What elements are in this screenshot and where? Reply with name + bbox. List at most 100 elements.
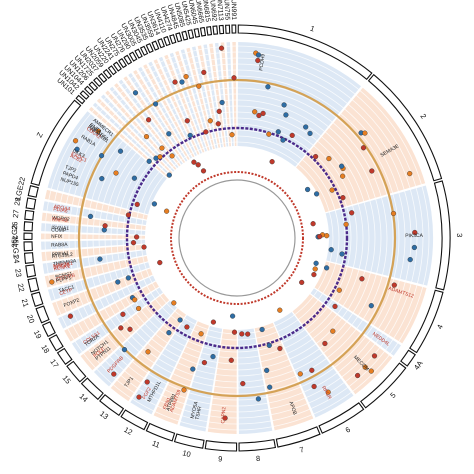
point-2 [305,186,311,193]
point-un3535 [187,132,193,139]
ideogram-un6665 [199,26,207,37]
point-2 [362,130,368,136]
point-2 [314,191,320,197]
point-un2241 [132,90,139,96]
point-un3614 [172,79,178,85]
chr-label-4a: 4A [412,359,425,372]
point-2 [340,195,346,201]
gene-label-apob: APOB [287,401,297,417]
gene-label-tacc1: TACC1 [58,284,75,294]
ideogram-21 [30,291,44,308]
ideogram-un7113 [218,24,225,35]
point-13 [145,349,151,355]
point-3 [324,233,330,239]
chr-label-12: 12 [122,425,134,437]
ideogram-un4110 [163,35,171,47]
gene-label-atg16l2: ATG16L2 [52,252,74,260]
chr-label-un6815: UN6815 [201,0,211,23]
point-3 [412,229,418,236]
ideogram-7 [275,426,321,448]
ideogram-un755 [225,24,231,34]
point-1 [255,57,261,64]
band-un1725 [105,90,177,170]
point-lge22 [125,212,131,218]
band-12 [130,315,197,415]
band-7 [254,322,314,431]
grid-ring [116,117,358,359]
point-8 [245,331,251,337]
ideogram-un3559 [151,40,160,51]
point-2 [329,187,335,193]
point-21 [157,260,163,266]
band-19 [58,275,156,329]
band-un2241 [123,76,186,164]
chr-label-14: 14 [78,392,90,404]
ideogram-un275 [118,57,128,69]
chr-label-z: Z [35,130,45,139]
point-2 [340,173,346,179]
point-10 [210,354,216,360]
band-18 [64,281,159,342]
ideogram-un991 [231,24,237,34]
gene-label-sgms1: SGMS1 [55,271,74,281]
band-un275 [128,73,188,162]
point-z [99,176,105,182]
point-1 [275,129,281,135]
point-7 [277,345,283,352]
point-un275 [166,131,172,137]
ideogram-4a [400,349,416,367]
point-un755 [229,132,235,138]
gene-label-fbn1: FBN1 [162,396,173,410]
point-2 [369,168,375,174]
gene-label-csf2rb: CSF2RB [55,273,76,283]
point-2 [407,171,413,177]
ideogram-11 [145,422,176,442]
chr-label-un6045: UN6045 [187,0,199,25]
track-ring-purple [125,126,349,350]
chr-label-9: 9 [218,454,223,463]
point-12 [144,379,150,385]
gene-label-tjp1: TJP1 [123,376,135,389]
point-3 [390,210,397,217]
point-3 [343,221,349,228]
point-4 [368,303,374,309]
point-un101 [146,158,152,164]
band-un1042 [92,102,171,176]
chr-label-8: 8 [256,454,261,463]
point-14 [171,300,177,306]
ideogram-z [30,99,82,186]
point-1 [256,112,262,119]
ideogram-un2241 [112,61,122,72]
chr-label-25lg1: 25LG1 [11,235,21,258]
ideogram-26 [23,221,34,232]
point-1 [266,131,272,137]
point-4 [391,282,397,288]
point-6 [309,367,315,373]
chr-label-un692: UN692 [208,0,217,22]
point-1 [281,102,287,108]
chr-label-15: 15 [61,373,73,385]
point-5 [368,368,374,374]
point-19 [67,313,74,319]
ideogram-un3614 [157,38,165,49]
point-z [134,201,140,208]
ideogram-un1725 [93,76,103,87]
point-8 [239,331,245,337]
point-20 [125,275,131,281]
ideogram-25lg2 [23,232,33,240]
point-6 [311,383,317,390]
point-7 [266,342,272,349]
chr-label-25lg2: 25LG2 [10,225,19,248]
point-un290 [191,159,197,165]
chr-label-7: 7 [298,445,305,455]
ideogram-un3005 [134,48,143,59]
chr-label-28: 28 [12,197,22,207]
grid-ring [44,45,430,431]
point-6 [325,389,331,395]
chr-label-4: 4 [435,323,445,330]
point-24 [141,244,147,250]
ideogram-un3535 [145,42,154,54]
grid-ring [104,105,370,371]
point-z [72,138,79,144]
point-un4274 [183,73,189,80]
